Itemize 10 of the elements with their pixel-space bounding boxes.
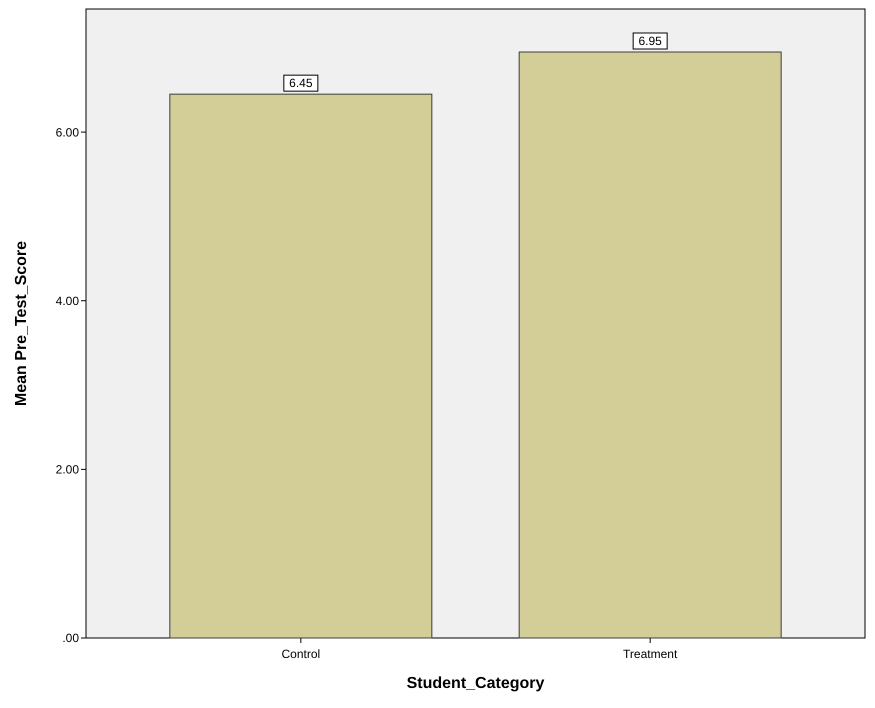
x-tick-label: Treatment — [623, 647, 678, 661]
y-tick-label: .00 — [62, 631, 80, 646]
y-tick-label: 6.00 — [56, 125, 80, 140]
data-label: 6.45 — [289, 76, 313, 90]
data-label: 6.95 — [638, 34, 662, 48]
x-axis-title: Student_Category — [406, 675, 544, 692]
x-tick-label: Control — [281, 647, 320, 661]
y-tick-label: 4.00 — [56, 294, 80, 308]
y-tick-label: 2.00 — [56, 462, 80, 477]
y-axis-title: Mean Pre_Test_Score — [13, 240, 30, 406]
